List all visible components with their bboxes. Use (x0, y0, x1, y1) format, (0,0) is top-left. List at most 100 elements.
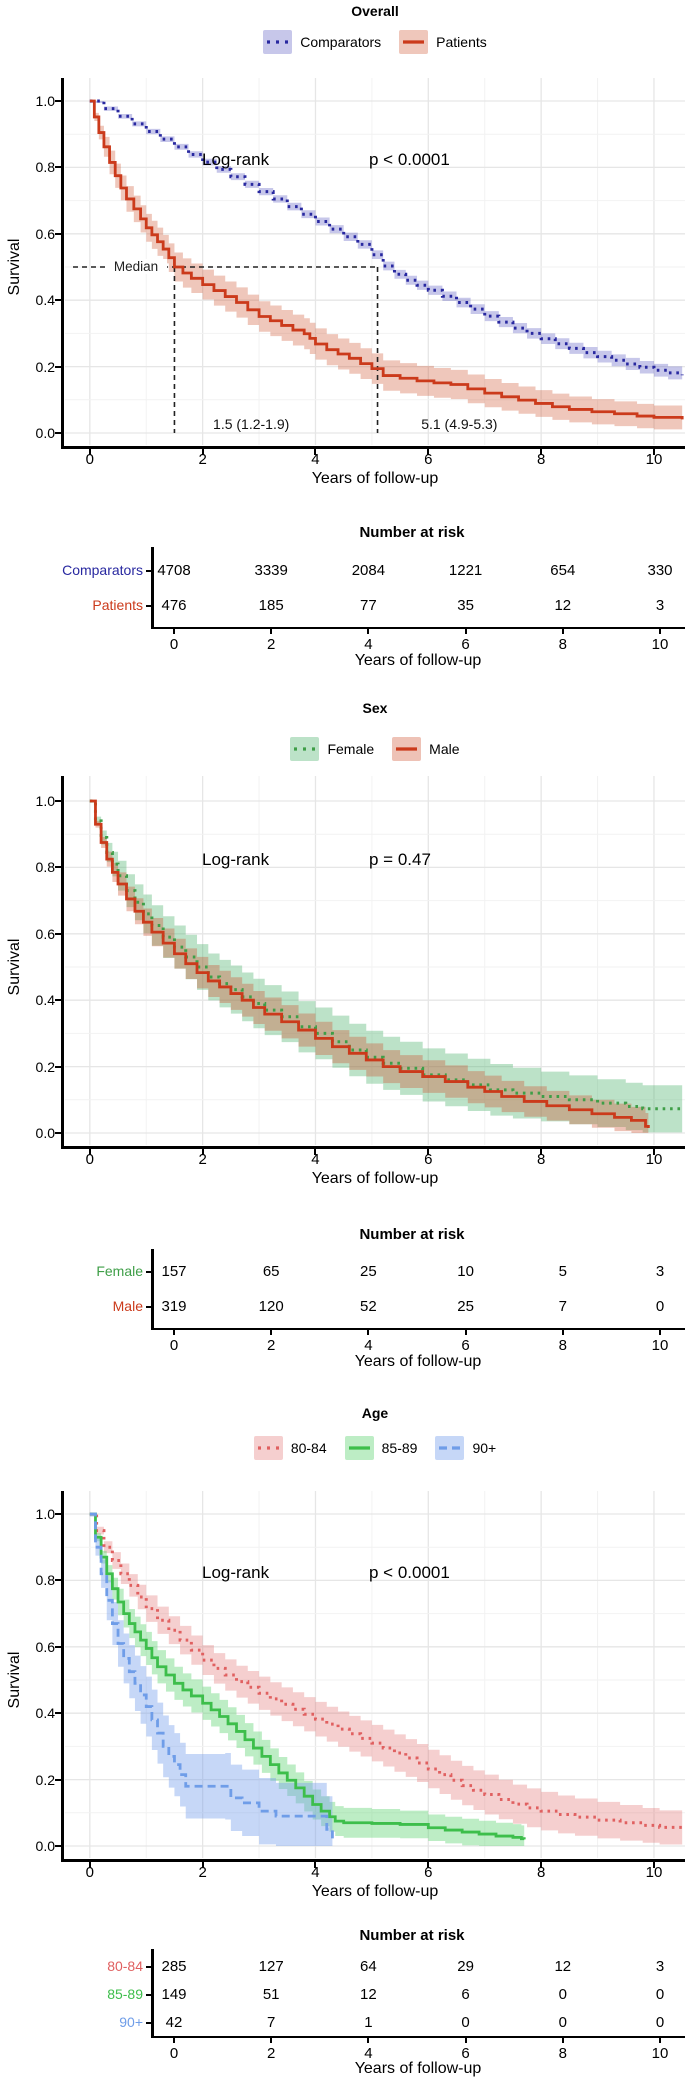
risk-axis-tick (367, 1330, 370, 1336)
series-line-comparators (89, 99, 684, 376)
risk-count: 285 (161, 1958, 187, 1975)
risk-count: 0 (461, 2014, 470, 2031)
p-value-label: p < 0.0001 (369, 149, 450, 169)
risk-axis-tick-label: 0 (169, 1337, 179, 1354)
risk-count: 127 (258, 1958, 284, 1975)
y-tick-mark (55, 100, 61, 102)
logrank-label: Log-rank (202, 1562, 270, 1582)
x-tick-mark (201, 448, 204, 455)
page-title: Overall (351, 3, 399, 19)
y-tick-mark (55, 999, 61, 1002)
x-tick-label: 0 (85, 451, 94, 468)
legend-line-icon (348, 1446, 370, 1450)
risk-count: 3 (655, 1958, 665, 1975)
risk-row-tick (146, 1306, 151, 1308)
x-axis-line (61, 1859, 685, 1862)
risk-axis-tick-label: 8 (558, 636, 567, 653)
x-tick-label: 6 (424, 451, 433, 468)
legend: Comparators Patients (65, 30, 685, 54)
risk-axis-tick (561, 629, 564, 635)
y-tick-label: 0.2 (35, 1058, 55, 1075)
risk-axis-tick (659, 629, 661, 635)
legend-item-comparators: Comparators (263, 30, 381, 54)
risk-axis-tick (464, 2038, 467, 2044)
risk-axis-tick (367, 629, 370, 635)
risk-row-label: Male (112, 1298, 143, 1314)
risk-count: 64 (360, 1958, 377, 1975)
legend-item-patients: Patients (399, 30, 487, 54)
x-axis-line (61, 1146, 685, 1149)
legend-item-80-84: 80-84 (253, 1436, 327, 1460)
risk-count: 3 (655, 1263, 665, 1280)
y-tick-mark (55, 1778, 61, 1781)
survival-plot (65, 1491, 685, 1858)
x-tick-mark (540, 1148, 543, 1155)
risk-count: 654 (550, 562, 576, 579)
x-tick-label: 2 (198, 1151, 207, 1168)
risk-count: 476 (161, 597, 187, 614)
risk-count: 4708 (157, 562, 191, 579)
y-tick-mark (55, 1132, 61, 1134)
risk-row-label: 80-84 (107, 1958, 143, 1974)
x-tick-label: 0 (85, 1864, 94, 1881)
page-title: Age (361, 1405, 389, 1421)
risk-axis-tick-label: 2 (267, 1337, 276, 1354)
y-tick-label: 0.6 (35, 925, 55, 942)
median-value-annotation: 5.1 (4.9-5.3) (421, 416, 497, 432)
y-tick-label: 0.4 (35, 992, 55, 1009)
risk-axis-tick (561, 1330, 564, 1336)
legend-line-icon (294, 747, 316, 751)
x-tick-mark (427, 1861, 430, 1868)
risk-axis-tick-label: 8 (558, 1337, 567, 1354)
risk-row-tick (146, 605, 151, 607)
y-tick-mark (55, 1065, 61, 1068)
y-tick-label: 0.2 (35, 1771, 55, 1788)
legend-label: Patients (436, 34, 487, 50)
risk-row-tick (146, 1271, 151, 1273)
series-line-85-89 (89, 1512, 526, 1841)
risk-table-title: Number at risk (359, 1927, 465, 1944)
legend-key-icon (344, 1436, 374, 1460)
x-tick-label: 10 (645, 1151, 663, 1168)
risk-count: 157 (161, 1263, 187, 1280)
risk-axis-tick (464, 1330, 467, 1336)
y-axis-label: Survival (6, 1651, 23, 1709)
x-tick-mark (652, 448, 655, 455)
risk-table-axis-line-vertical (151, 1249, 154, 1328)
risk-table-x-axis-title: Years of follow-up (354, 652, 482, 669)
risk-table-title: Number at risk (359, 1226, 465, 1243)
risk-axis-tick-label: 2 (267, 636, 276, 653)
risk-count: 7 (558, 1298, 567, 1315)
y-tick-label: 0.6 (35, 1638, 55, 1655)
x-tick-label: 8 (536, 451, 546, 468)
risk-axis-tick (173, 1330, 175, 1336)
risk-axis-tick-label: 0 (169, 636, 179, 653)
risk-count: 3339 (254, 562, 288, 579)
logrank-label: Log-rank (202, 849, 270, 869)
risk-axis-tick (270, 2038, 273, 2044)
y-tick-mark (55, 800, 61, 802)
p-value-label: p = 0.47 (369, 849, 431, 869)
y-tick-label: 1.0 (35, 793, 55, 809)
risk-row-label: 85-89 (107, 1986, 143, 2002)
risk-axis-tick-label: 6 (461, 636, 470, 653)
risk-count: 0 (655, 2014, 665, 2031)
x-tick-label: 6 (424, 1864, 433, 1881)
x-tick-mark (314, 1148, 317, 1155)
risk-table-axis-line-vertical (151, 1949, 154, 2036)
legend-key-icon (253, 1436, 283, 1460)
risk-row-tick (146, 1994, 151, 1996)
risk-count: 6 (461, 1986, 470, 2003)
risk-axis-tick-label: 8 (558, 2045, 567, 2062)
legend-label: Comparators (300, 34, 382, 50)
x-tick-mark (652, 1861, 655, 1868)
x-tick-mark (88, 1148, 91, 1155)
y-tick-label: 0.0 (35, 425, 55, 441)
x-tick-mark (652, 1148, 655, 1155)
y-tick-label: 0.0 (35, 1838, 55, 1854)
y-tick-label: 0.4 (35, 1705, 55, 1722)
risk-count: 1 (364, 2014, 373, 2031)
